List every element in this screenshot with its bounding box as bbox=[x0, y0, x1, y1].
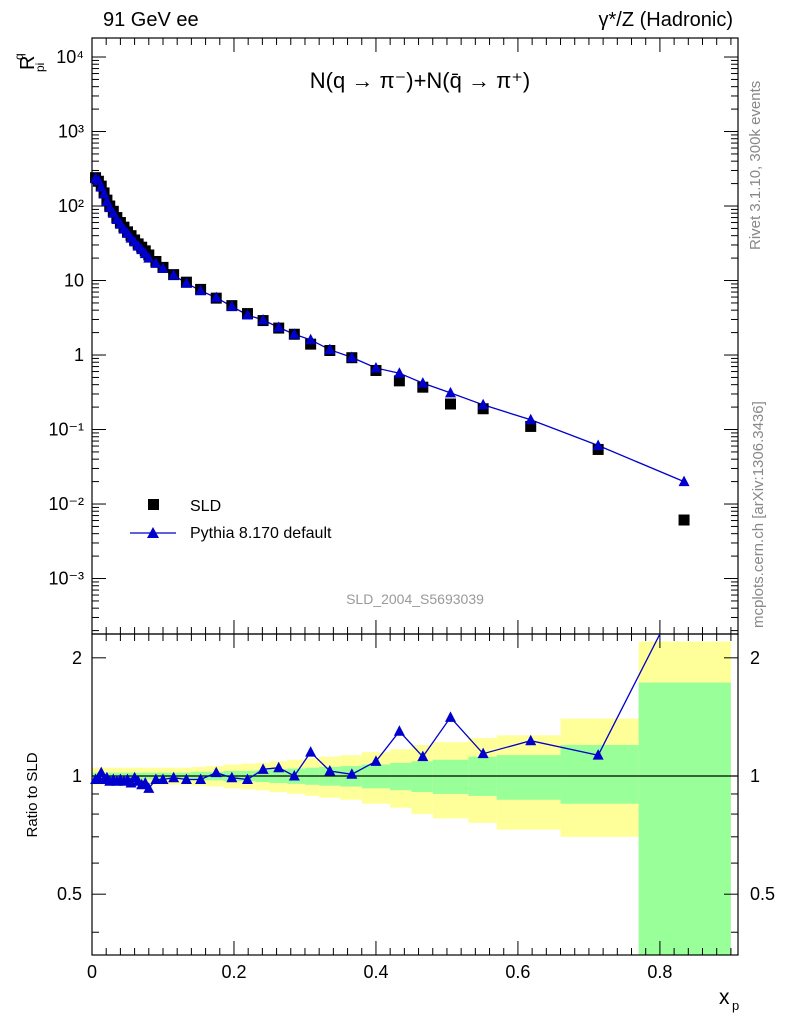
ratio-point bbox=[305, 746, 317, 757]
main-ytick-label: 10⁻¹ bbox=[48, 420, 84, 440]
svg-text:q: q bbox=[12, 53, 26, 60]
ratio-point bbox=[393, 725, 405, 736]
pythia-point bbox=[592, 439, 604, 451]
ratio-band-inner bbox=[411, 761, 433, 793]
ratio-point bbox=[525, 734, 537, 746]
pythia-point bbox=[370, 361, 382, 373]
pythia-point bbox=[305, 333, 317, 345]
pythia-point bbox=[525, 413, 537, 425]
rivet-label: Rivet 3.1.10, 300k events bbox=[747, 81, 764, 250]
legend: SLD Pythia 8.170 default bbox=[130, 498, 332, 542]
ratio-band-inner bbox=[496, 755, 561, 800]
xtick-label: 0.6 bbox=[505, 962, 530, 982]
ratio-point bbox=[273, 761, 285, 773]
ratio-point bbox=[143, 782, 155, 793]
sld-point bbox=[393, 375, 405, 387]
ratio-point bbox=[150, 773, 162, 784]
pythia-point bbox=[241, 308, 253, 320]
ratio-point bbox=[477, 747, 489, 759]
main-panel: 10⁴ 10³ 10² 10 1 10⁻¹ 10⁻² 10⁻³ bbox=[48, 37, 739, 635]
xlabel: x p bbox=[719, 986, 739, 1013]
analysis-watermark: SLD_2004_S5693039 bbox=[346, 591, 484, 607]
ratio-ytick-label-right: 0.5 bbox=[750, 884, 775, 904]
legend-sld-marker bbox=[148, 499, 159, 510]
ratio-point bbox=[288, 770, 300, 781]
ratio-band-inner bbox=[432, 759, 469, 794]
svg-text:R: R bbox=[17, 56, 39, 70]
main-ytick-label: 10 bbox=[64, 271, 84, 291]
main-frame bbox=[91, 37, 739, 635]
ratio-point bbox=[592, 749, 604, 760]
pythia-point bbox=[157, 262, 169, 273]
chart-title: N(q → π⁻)+N(q̄ → π⁺) bbox=[310, 68, 530, 93]
legend-pythia-marker bbox=[147, 527, 159, 538]
ratio-point bbox=[157, 773, 169, 784]
pythia-point bbox=[195, 284, 207, 296]
sld-point bbox=[525, 420, 537, 432]
main-ytick-label: 10⁴ bbox=[56, 47, 84, 67]
header-left: 91 GeV ee bbox=[103, 9, 199, 31]
xtick-label: 0.4 bbox=[363, 962, 388, 982]
ratio-point bbox=[210, 766, 222, 778]
pythia-point bbox=[257, 314, 269, 325]
ratio-ylabel: Ratio to SLD bbox=[24, 752, 41, 837]
ratio-point bbox=[370, 755, 382, 766]
pythia-point bbox=[477, 398, 489, 410]
ratio-ytick-label-right: 2 bbox=[750, 648, 760, 668]
ratio-point bbox=[257, 763, 269, 774]
ratio-point bbox=[195, 773, 207, 784]
main-ytick-label: 10² bbox=[58, 196, 84, 216]
mcplots-label: mcplots.cern.ch [arXiv:1306.3436] bbox=[750, 401, 767, 628]
ratio-point bbox=[417, 750, 429, 762]
ratio-ytick-label: 0.5 bbox=[57, 884, 82, 904]
xtick-label: 0.2 bbox=[221, 962, 246, 982]
pythia-line bbox=[95, 177, 685, 483]
ratio-band-inner bbox=[638, 682, 731, 955]
ratio-point bbox=[168, 771, 180, 783]
pythia-point bbox=[143, 252, 155, 263]
main-ytick-label: 1 bbox=[74, 345, 84, 365]
ratio-point bbox=[180, 773, 192, 784]
pythia-point bbox=[150, 257, 162, 268]
svg-text:pi: pi bbox=[33, 63, 47, 72]
xtick-label: 0 bbox=[87, 962, 97, 982]
pythia-point bbox=[273, 321, 285, 332]
pythia-point bbox=[678, 475, 690, 487]
main-ytick-label: 10⁻³ bbox=[48, 569, 84, 589]
svg-text:x: x bbox=[719, 986, 730, 1009]
sld-point bbox=[444, 398, 456, 410]
ratio-frame bbox=[91, 633, 739, 956]
pythia-point bbox=[417, 377, 429, 388]
legend-pythia-label: Pythia 8.170 default bbox=[190, 525, 332, 542]
pythia-point bbox=[393, 367, 405, 378]
ratio-ytick-label: 1 bbox=[72, 766, 82, 786]
main-ylabel: R q pi bbox=[12, 53, 47, 72]
ratio-panel: 0 0.2 0.4 0.6 0.8 0.5 0.5 1 1 2 2 bbox=[57, 633, 775, 982]
svg-text:p: p bbox=[732, 998, 739, 1013]
pythia-point bbox=[444, 386, 456, 398]
pythia-point bbox=[210, 291, 222, 303]
pythia-point bbox=[168, 269, 180, 280]
ratio-ytick-label: 2 bbox=[72, 648, 82, 668]
pythia-point bbox=[346, 351, 358, 362]
ratio-point bbox=[324, 764, 336, 776]
ratio-point bbox=[226, 771, 238, 783]
main-ytick-label: 10³ bbox=[58, 122, 84, 142]
ratio-ytick-label-right: 1 bbox=[750, 766, 760, 786]
ratio-point bbox=[444, 711, 456, 722]
main-ytick-label: 10⁻² bbox=[48, 494, 84, 514]
pythia-point bbox=[226, 300, 238, 311]
legend-sld-label: SLD bbox=[190, 498, 221, 515]
ratio-point bbox=[346, 768, 358, 779]
header-right: γ*/Z (Hadronic) bbox=[599, 9, 733, 31]
pythia-point bbox=[288, 328, 300, 339]
ratio-point bbox=[241, 773, 253, 784]
pythia-point bbox=[180, 277, 192, 288]
sld-point bbox=[678, 514, 690, 526]
pythia-point bbox=[324, 343, 336, 355]
xtick-label: 0.8 bbox=[647, 962, 672, 982]
